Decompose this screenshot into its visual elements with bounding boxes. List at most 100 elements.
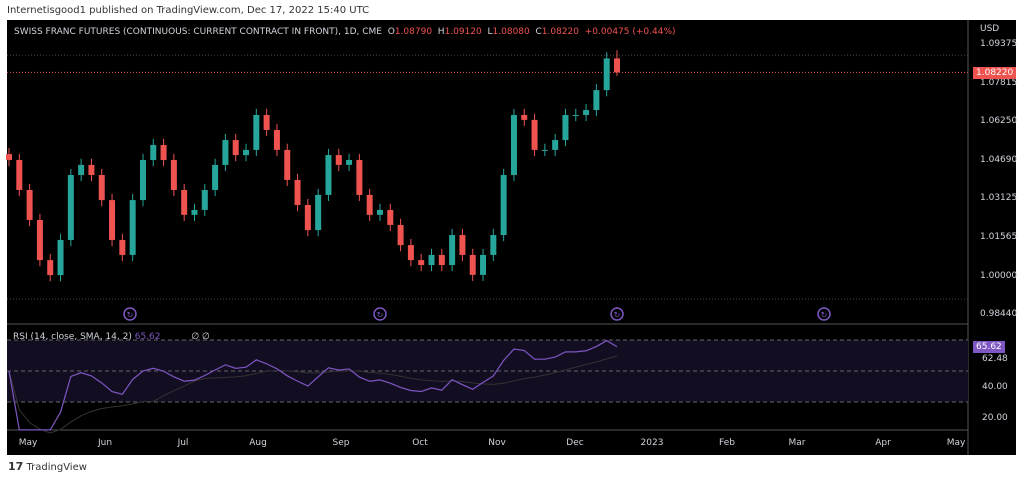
candle-body [47, 260, 54, 276]
candle-body [67, 174, 74, 240]
candle-body [160, 144, 167, 160]
candle-body [325, 155, 332, 195]
candle-body [181, 190, 188, 215]
candle-body [315, 194, 322, 231]
candle-body [418, 260, 425, 266]
candle-body [284, 149, 291, 180]
price-axis-tick: 1.01565 [980, 232, 1018, 242]
candle-body [294, 179, 301, 206]
candle-body [366, 194, 373, 215]
dividend-event-icon [817, 307, 831, 321]
rsi-empty-values: ∅ ∅ [191, 332, 210, 342]
dividend-event-icon [123, 307, 137, 321]
brand-name: TradingView [26, 462, 87, 473]
candle-body [480, 254, 487, 275]
time-axis-tick: Dec [566, 438, 584, 448]
dividend-event-icon: ↻ [821, 311, 828, 320]
candle-body [407, 245, 414, 261]
rsi-axis-tick: 20.00 [982, 413, 1008, 423]
rsi-value-tag: 65.62 [973, 341, 1005, 353]
candle-body [552, 140, 559, 150]
candle-body [376, 209, 383, 215]
candle-body [129, 200, 136, 255]
candle-body [346, 159, 353, 165]
dividend-event-icon [610, 307, 624, 321]
candle-body [449, 235, 456, 266]
time-axis-tick: Mar [788, 438, 806, 448]
candle-body [387, 209, 394, 225]
candle-body [428, 254, 435, 266]
candle-body [572, 114, 579, 116]
rsi-value: 65.62 [134, 332, 161, 342]
candle-body [88, 164, 95, 175]
low-value: 1.08080 [492, 27, 530, 37]
candle-body [253, 114, 260, 150]
candle-body [541, 149, 548, 151]
rsi-axis-tick: 40.00 [982, 382, 1008, 392]
candle-body [500, 174, 507, 236]
candle-body [603, 58, 610, 91]
candle-body [335, 155, 342, 165]
candle-body [78, 164, 85, 175]
candle-body [438, 254, 445, 266]
low-label: L [487, 27, 493, 37]
candle-body [222, 140, 229, 165]
dividend-event-icon: ↻ [377, 311, 384, 320]
time-axis-tick: 2023 [640, 438, 664, 448]
time-axis-tick: Apr [875, 438, 891, 448]
candle-body [26, 190, 33, 221]
rsi-axis-tick: 62.48 [982, 354, 1008, 364]
time-axis-tick: Jul [177, 438, 189, 448]
price-axis-tick: 1.07815 [980, 77, 1018, 88]
tradingview-logo[interactable]: 𝟭𝟳 TradingView [8, 460, 87, 473]
dividend-event-icon: ↻ [127, 311, 134, 320]
candle-body [510, 114, 517, 175]
symbol-name: SWISS FRANC FUTURES (CONTINUOUS: CURRENT… [14, 27, 382, 37]
candle-body [6, 154, 12, 160]
candle-body [201, 190, 208, 210]
close-label: C [535, 27, 542, 37]
high-label: H [437, 27, 445, 37]
open-label: O [387, 27, 395, 37]
price-axis-tick: 1.09375 [980, 39, 1018, 49]
candle-body [490, 235, 497, 255]
price-axis-tick: 0.98440 [980, 309, 1018, 320]
time-axis-tick: May [946, 438, 966, 448]
candle-body [583, 110, 590, 115]
candle-body [614, 58, 620, 73]
time-axis-tick: Sep [332, 438, 350, 448]
time-axis-tick: Feb [719, 438, 735, 448]
dividend-event-icon [373, 307, 387, 321]
candle-body [469, 254, 476, 275]
rsi-label: RSI (14, close, SMA, 14, 2) [13, 332, 132, 342]
rsi-band [7, 340, 968, 402]
open-value: 1.08790 [394, 27, 433, 37]
price-axis-tick: 1.06250 [980, 116, 1018, 127]
price-axis-tick: 1.03125 [980, 193, 1018, 204]
candle-body [98, 174, 105, 201]
candle-body [16, 159, 23, 191]
candle-body [119, 239, 126, 255]
symbol-legend: SWISS FRANC FUTURES (CONTINUOUS: CURRENT… [14, 27, 676, 37]
price-axis-tick: 1.04690 [980, 154, 1018, 165]
publisher-info: Internetisgood1 published on TradingView… [7, 5, 370, 16]
candle-body [139, 159, 146, 201]
candle-body [521, 114, 528, 120]
candle-body [562, 114, 569, 141]
candle-body [273, 129, 280, 150]
high-value: 1.09120 [444, 27, 482, 37]
candle-body [232, 140, 239, 156]
time-axis-tick: Oct [412, 438, 428, 448]
candle-body [57, 239, 64, 276]
candle-body [170, 159, 177, 191]
time-axis-tick: May [18, 438, 38, 448]
candle-body [531, 119, 538, 150]
candle-body [109, 200, 116, 240]
candle-body [212, 164, 219, 191]
dividend-event-icon: ↻ [614, 311, 621, 320]
last-price-tag: 1.08220 [973, 67, 1017, 79]
change-value: +0.00475 (+0.44%) [584, 27, 676, 37]
candle-body [263, 114, 270, 130]
rsi-legend[interactable]: RSI (14, close, SMA, 14, 2) 65.62 ∅ ∅ [13, 332, 210, 342]
